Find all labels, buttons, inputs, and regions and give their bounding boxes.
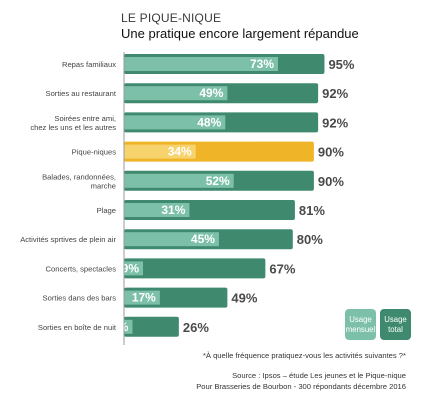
bar-total: [124, 258, 266, 279]
bar-total: [124, 316, 179, 337]
category-label: marche: [91, 181, 116, 190]
note-respondents: Pour Brasseries de Bourbon - 300 réponda…: [196, 382, 406, 391]
total-value-label: 92%: [322, 115, 348, 130]
bar-monthly: [124, 173, 234, 188]
legend-label: Usage: [384, 315, 407, 324]
bars-group: 73% 95% Repas familiaux 49% 92% Sorties au re…: [20, 54, 355, 337]
note-source: Source : Ipsos – étude Les jeunes et le …: [232, 371, 406, 380]
total-value-label: 80%: [297, 232, 323, 247]
total-value-label: 90%: [318, 145, 344, 160]
legend-label: total: [388, 325, 403, 334]
category-label: Balades, randonnées,: [42, 172, 116, 181]
total-value-label: 95%: [328, 57, 354, 72]
category-label: Pique-niques: [72, 148, 117, 157]
bar-monthly: [124, 319, 133, 334]
monthly-value-label: 49%: [199, 86, 223, 100]
category-label: Sorties en boîte de nuit: [38, 323, 117, 332]
legend-label: Usage: [349, 315, 372, 324]
note-question: *À quelle fréquence pratiquez-vous les a…: [203, 351, 406, 360]
bar-monthly: [124, 261, 143, 276]
total-value-label: 81%: [299, 203, 325, 218]
category-label: Concerts, spectacles: [46, 264, 117, 273]
total-value-label: 92%: [322, 86, 348, 101]
category-label: Plage: [97, 206, 116, 215]
bar-monthly: [124, 57, 279, 71]
monthly-value-label: 48%: [197, 115, 221, 129]
total-value-label: 26%: [183, 320, 209, 335]
legend-swatch-total: [380, 309, 411, 340]
bar-monthly: [124, 290, 160, 305]
bar-monthly: [124, 232, 219, 247]
total-value-label: 67%: [269, 261, 295, 276]
chart-kicker: LE PIQUE-NIQUE: [121, 11, 221, 25]
total-value-label: 49%: [231, 291, 257, 306]
monthly-value-label: 52%: [206, 174, 230, 188]
category-label: Repas familiaux: [62, 60, 116, 69]
category-label: chez les uns et les autres: [30, 123, 116, 132]
total-value-label: 90%: [318, 174, 344, 189]
monthly-value-label: 45%: [191, 232, 215, 246]
legend-label: mensuel: [346, 325, 376, 334]
chart-title: Une pratique encore largement répandue: [121, 26, 359, 41]
bar-monthly: [124, 144, 196, 159]
monthly-value-label: 34%: [168, 145, 192, 159]
category-label: Sorties au restaurant: [46, 89, 117, 98]
category-label: Soirées entre ami,: [54, 114, 116, 123]
bar-monthly: [124, 115, 226, 130]
monthly-value-label: 73%: [250, 57, 274, 71]
category-label: Sorties dans des bars: [43, 294, 117, 303]
bar-monthly: [124, 203, 190, 217]
monthly-value-label: 31%: [161, 203, 185, 217]
monthly-value-label: 17%: [132, 291, 156, 305]
category-label: Activités sprtives de plein air: [20, 235, 116, 244]
legend-swatch-monthly: [345, 309, 376, 340]
bar-monthly: [124, 86, 228, 101]
monthly-value-label: 9%: [122, 261, 140, 275]
